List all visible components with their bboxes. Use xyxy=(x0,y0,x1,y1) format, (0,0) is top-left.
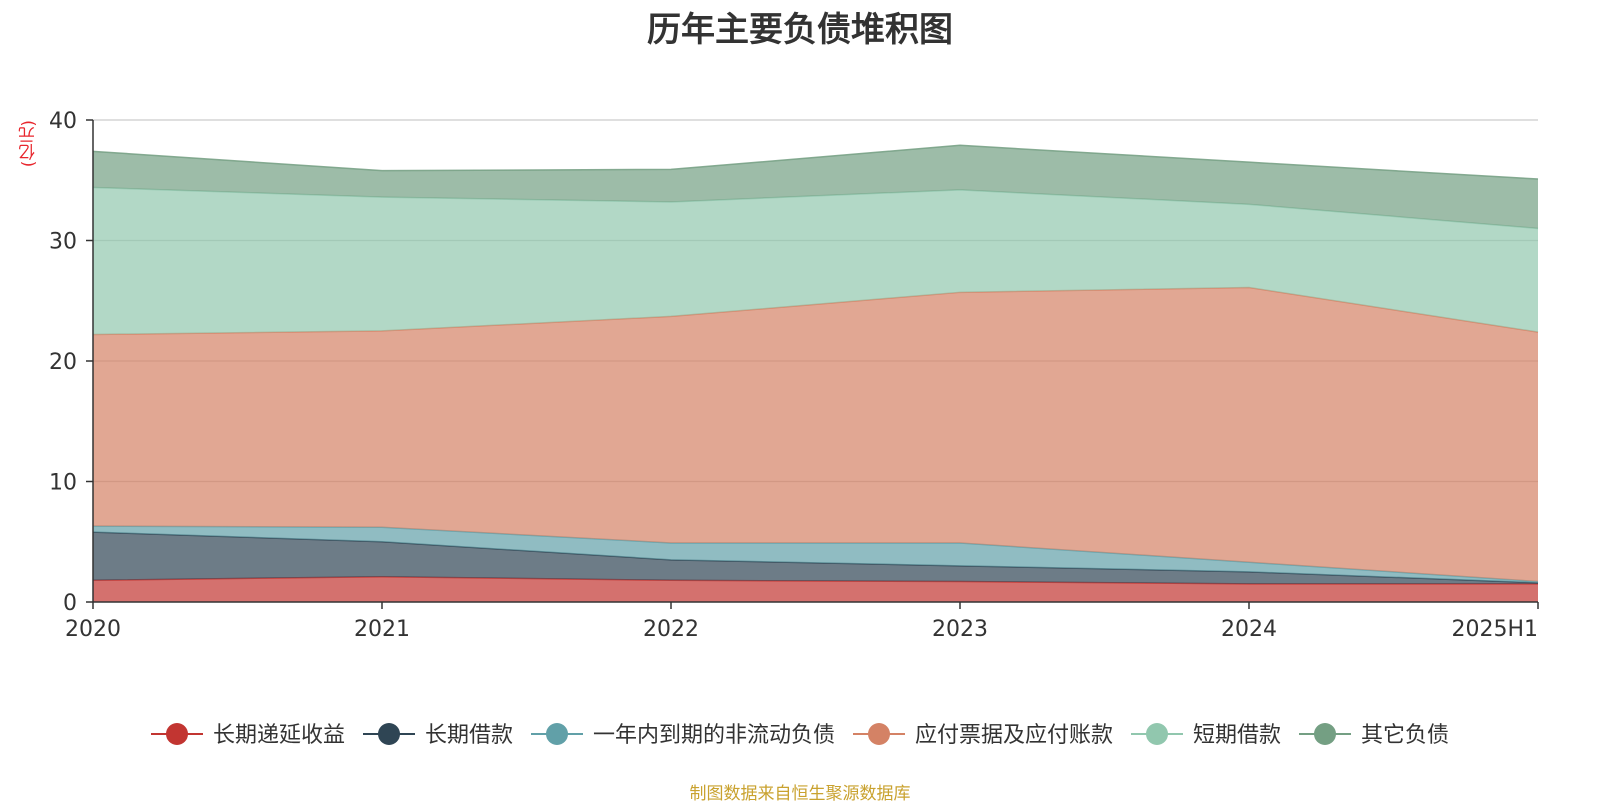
source-note: 制图数据来自恒生聚源数据库 xyxy=(689,784,911,804)
legend-label: 长期递延收益 xyxy=(213,723,345,748)
y-tick-label: 40 xyxy=(49,109,77,134)
legend-label: 短期借款 xyxy=(1193,723,1281,748)
area-series-3 xyxy=(93,287,1538,582)
area-series-5 xyxy=(93,145,1538,229)
legend-item-1: 长期借款 xyxy=(363,723,513,748)
area-series-4 xyxy=(93,187,1538,335)
y-tick-label: 0 xyxy=(63,591,77,616)
legend-marker xyxy=(166,723,188,745)
area-top-line-5 xyxy=(92,144,1539,180)
legend-marker xyxy=(378,723,400,745)
x-tick-label: 2020 xyxy=(65,617,121,642)
legend-marker xyxy=(1146,723,1168,745)
legend-item-5: 其它负债 xyxy=(1299,723,1449,748)
x-tick-label: 2023 xyxy=(932,617,988,642)
legend-item-0: 长期递延收益 xyxy=(151,723,345,748)
legend-marker xyxy=(1314,723,1336,745)
x-tick-label: 2025H1 xyxy=(1451,617,1538,642)
legend-label: 长期借款 xyxy=(425,723,513,748)
area-series-2 xyxy=(93,526,1538,583)
x-tick-label: 2024 xyxy=(1221,617,1277,642)
legend-item-2: 一年内到期的非流动负债 xyxy=(531,723,835,748)
legend-marker xyxy=(868,723,890,745)
legend-item-3: 应付票据及应付账款 xyxy=(853,723,1113,748)
y-tick-label: 20 xyxy=(49,350,77,375)
x-tick-label: 2022 xyxy=(643,617,699,642)
y-tick-label: 30 xyxy=(49,230,77,255)
legend-label: 一年内到期的非流动负债 xyxy=(593,723,835,748)
chart-title: 历年主要负债堆积图 xyxy=(647,10,953,50)
legend-item-4: 短期借款 xyxy=(1131,723,1281,748)
y-tick-label: 10 xyxy=(49,471,77,496)
legend-label: 应付票据及应付账款 xyxy=(915,723,1113,748)
x-tick-label: 2021 xyxy=(354,617,410,642)
legend-label: 其它负债 xyxy=(1361,723,1449,748)
legend-marker xyxy=(546,723,568,745)
area-series-0 xyxy=(93,576,1538,602)
